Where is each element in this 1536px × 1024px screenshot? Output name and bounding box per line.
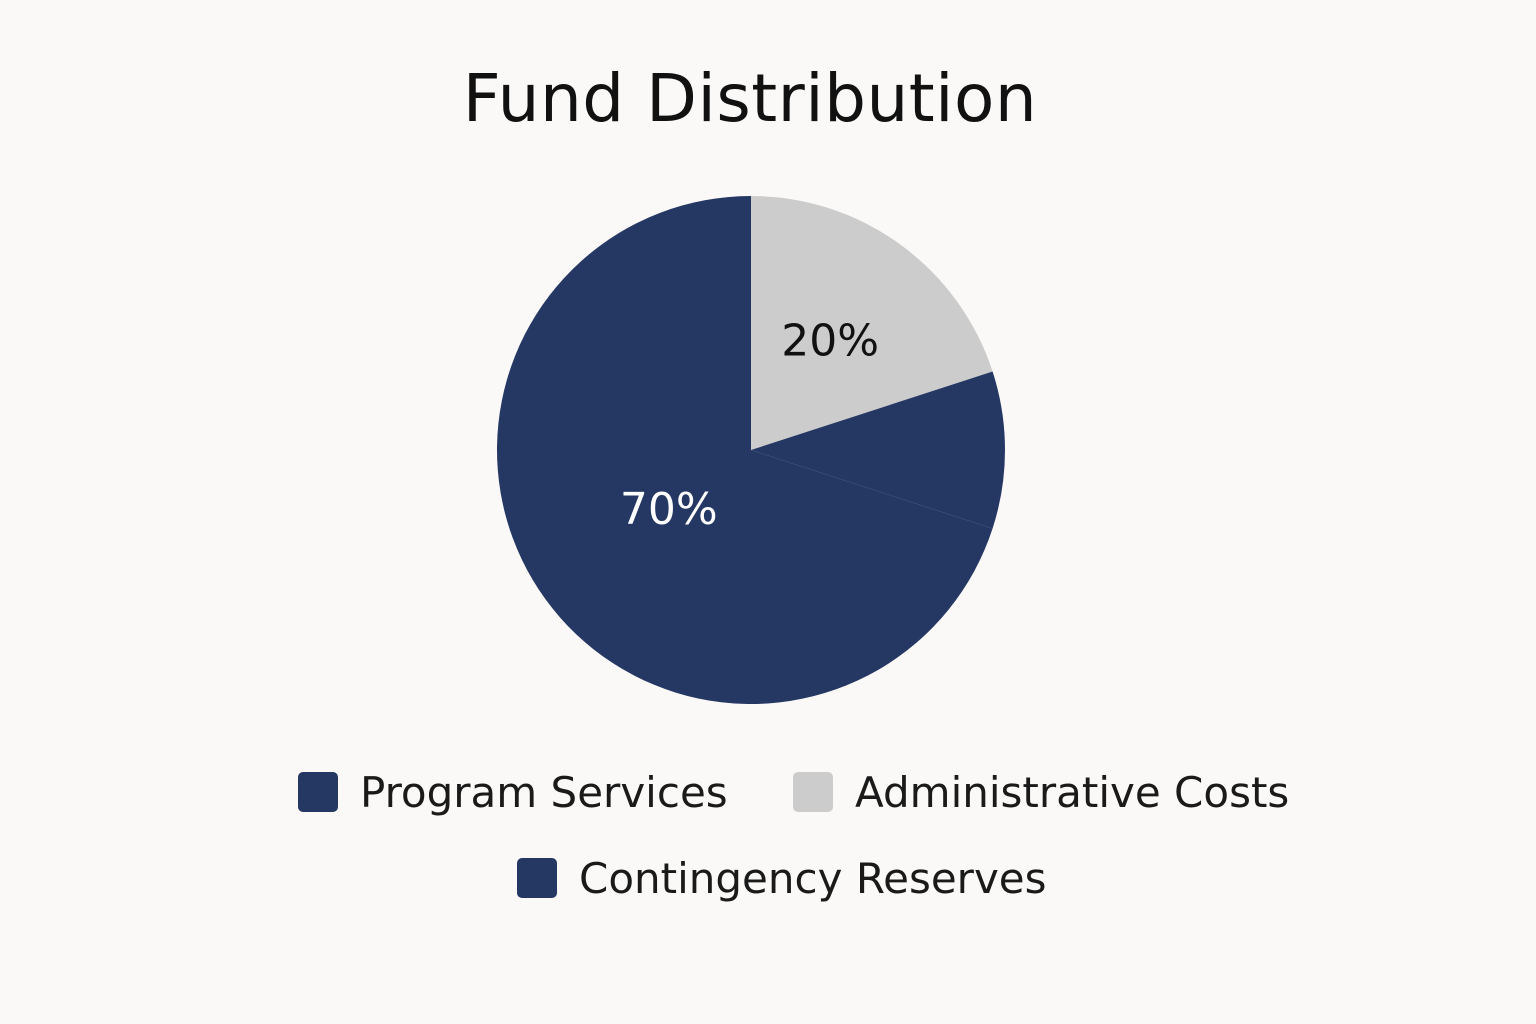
slice-label-program-services: 70%	[620, 484, 718, 535]
legend-label-contingency-reserves: Contingency Reserves	[579, 853, 1047, 903]
legend-swatch-contingency-reserves	[517, 858, 557, 898]
legend-swatch-program-services	[298, 772, 338, 812]
legend-item-administrative-costs: Administrative Costs	[793, 767, 1290, 817]
legend-label-administrative-costs: Administrative Costs	[855, 767, 1290, 817]
legend-item-program-services: Program Services	[298, 767, 728, 817]
pie-slice-contingency-reserves	[751, 371, 1005, 529]
legend-item-contingency-reserves: Contingency Reserves	[517, 853, 1047, 903]
slice-label-administrative-costs: 20%	[781, 316, 879, 367]
pie-slice-administrative-costs	[751, 196, 993, 450]
pie-slice-program-services	[496, 196, 993, 704]
chart-title: Fund Distribution	[462, 60, 1038, 137]
legend-label-program-services: Program Services	[360, 767, 728, 817]
legend-swatch-administrative-costs	[793, 772, 833, 812]
